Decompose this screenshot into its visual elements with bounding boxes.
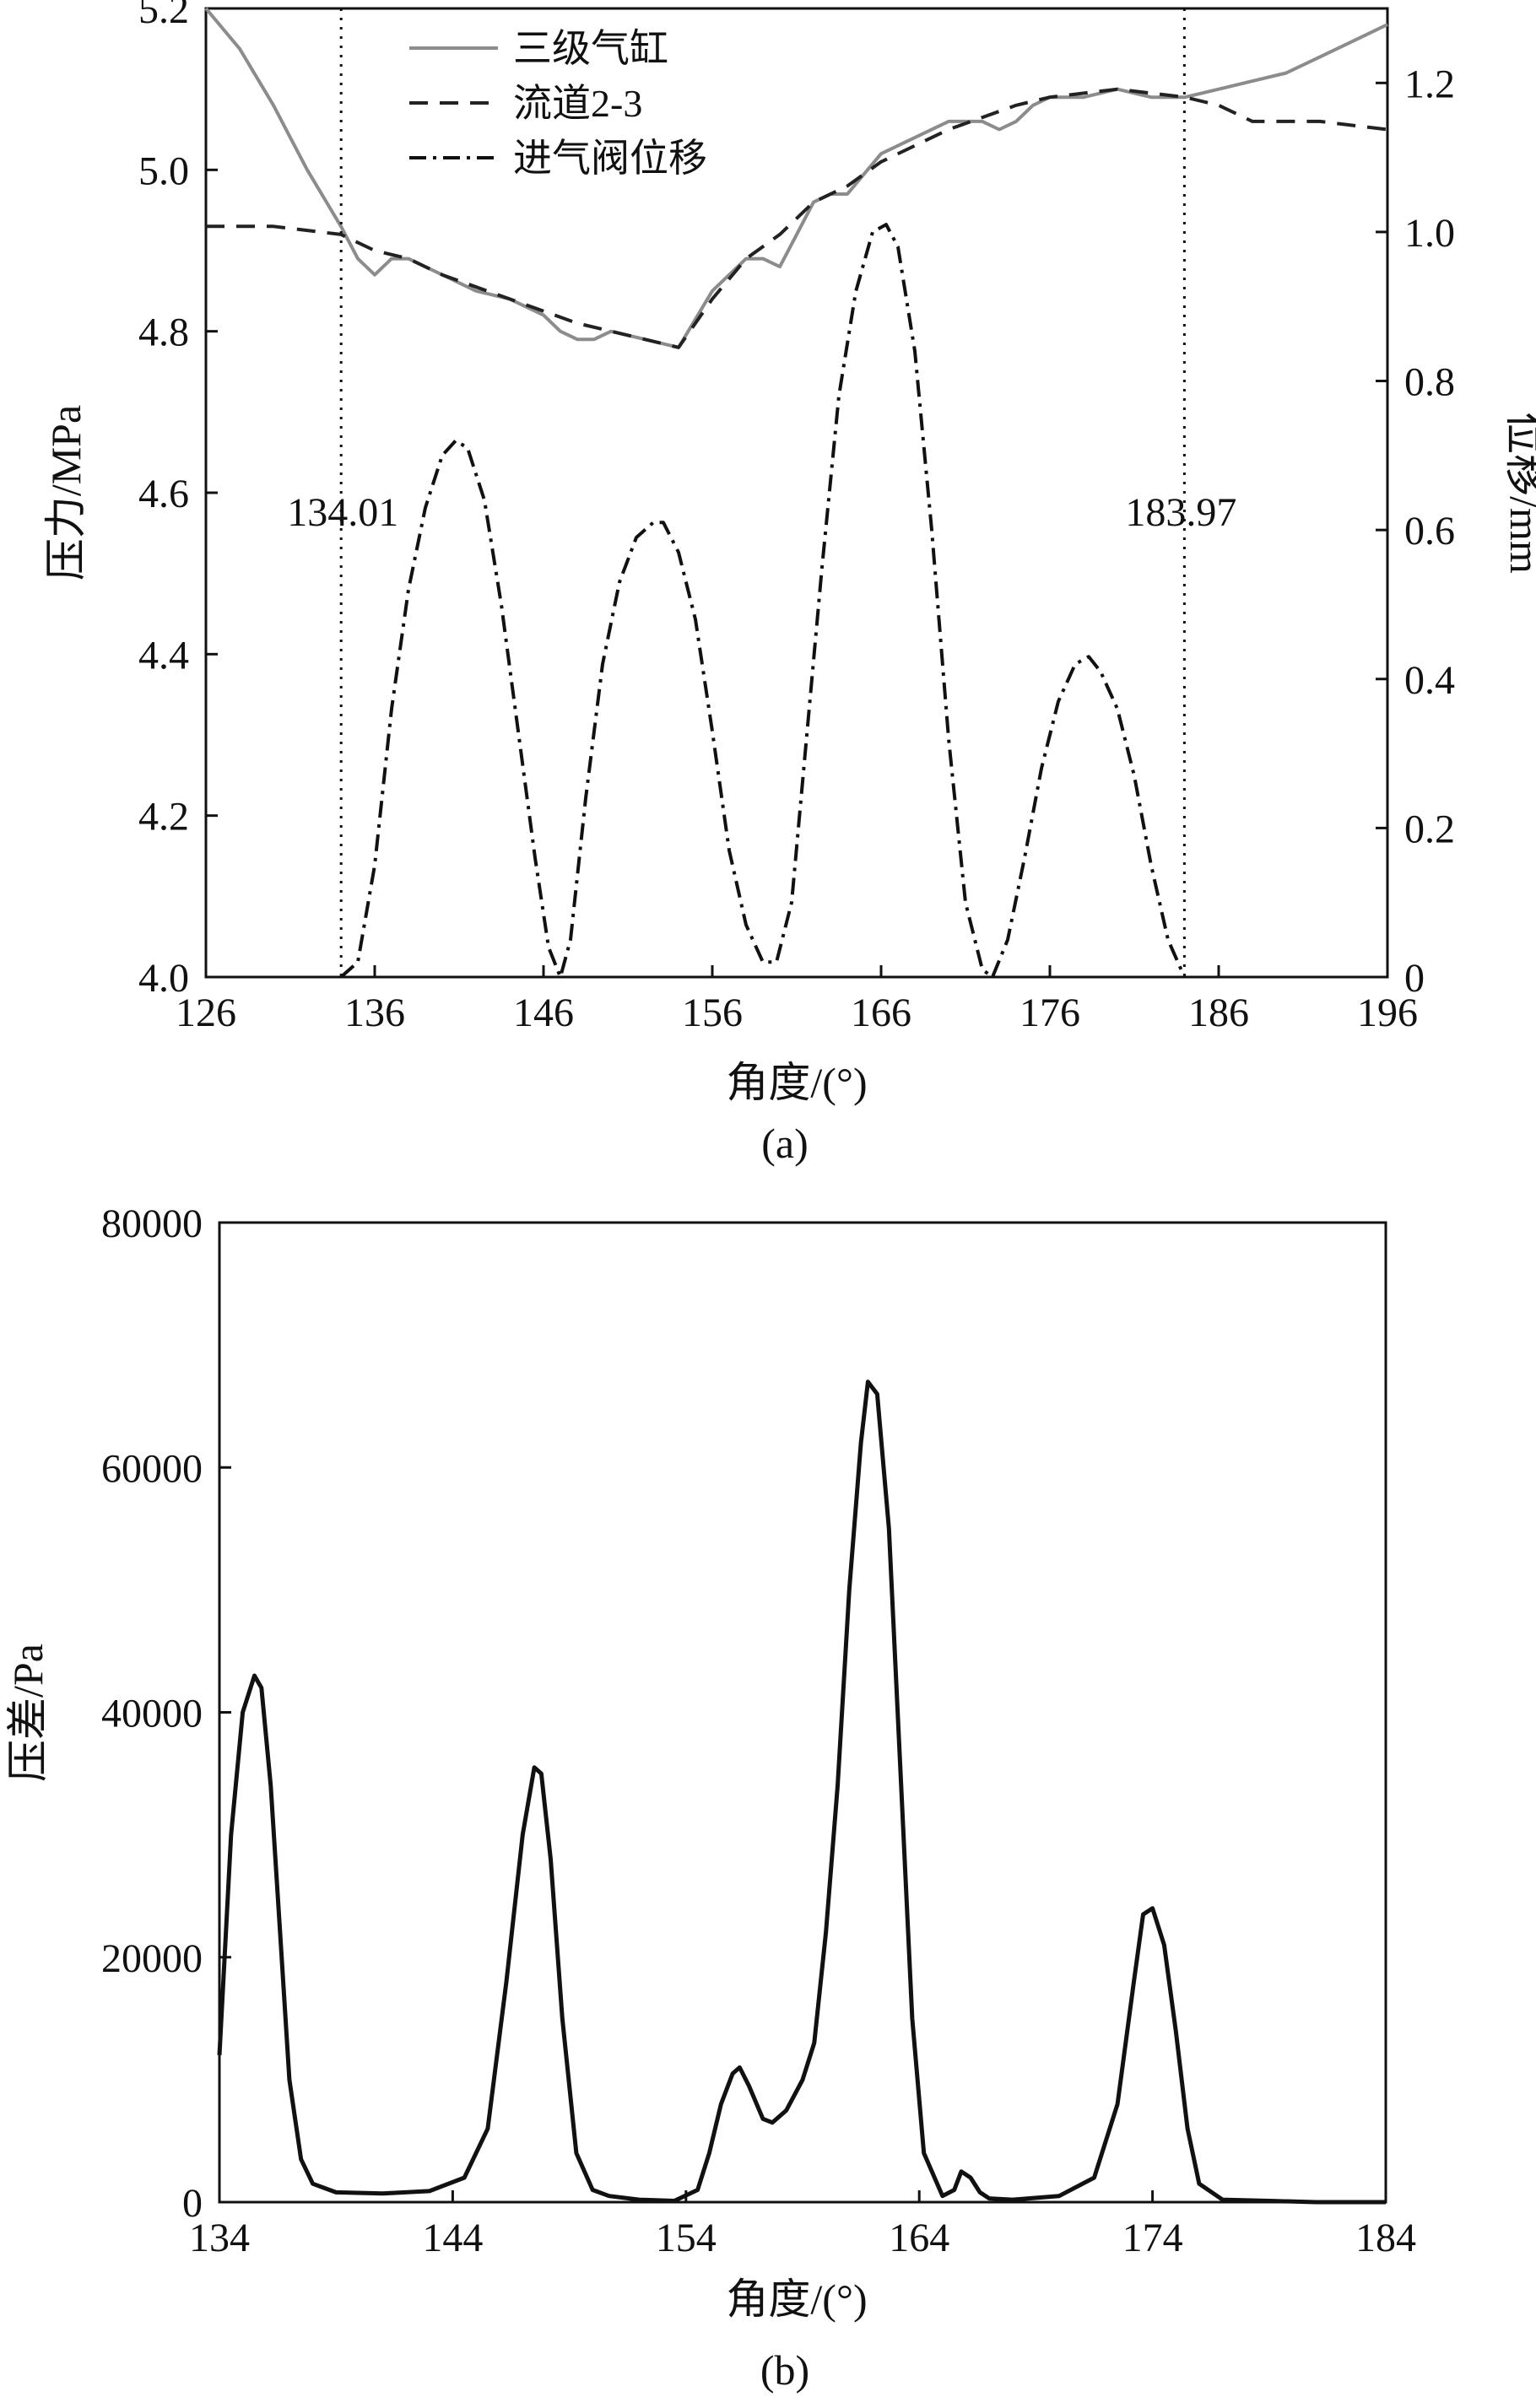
y-tick-label: 4.8 — [138, 310, 189, 355]
series-line-2 — [206, 87, 1388, 349]
y-tick-label: 5.2 — [138, 0, 189, 32]
x-tick-label: 166 — [851, 991, 911, 1035]
x-tick-label: 186 — [1188, 991, 1249, 1035]
y2-tick-label: 1.0 — [1404, 211, 1455, 256]
y-tick-label: 80000 — [101, 1201, 203, 1246]
x-tick-label: 144 — [422, 2216, 483, 2260]
x-tick-label: 156 — [682, 991, 743, 1035]
x-tick-label: 164 — [889, 2216, 949, 2260]
y2-tick-label: 0.4 — [1404, 658, 1455, 703]
chart-a-caption: (a) — [761, 1120, 809, 1167]
x-tick-label: 176 — [1019, 991, 1080, 1035]
chart-b-x-axis-label: 角度/(°) — [726, 2276, 867, 2323]
y-tick-label: 5.0 — [138, 148, 189, 193]
chart-a-series — [204, 7, 1388, 979]
legend-label-valve-displacement: 进气阀位移 — [513, 137, 707, 180]
x-tick-label: 134 — [189, 2216, 250, 2260]
y-tick-label: 4.2 — [138, 795, 189, 840]
y-tick-label: 20000 — [101, 1936, 203, 1981]
x-tick-label: 136 — [344, 991, 405, 1035]
x-tick-label: 126 — [176, 991, 236, 1035]
chart-a: 126 136 146 156 166 176 186 196 4.0 4.2 4.4 4.6 4.8 5… — [42, 0, 1536, 1167]
y-tick-label: 0 — [182, 2181, 203, 2226]
chart-b: 134 144 154 164 174 184020000400006000080000 … — [4, 1201, 1416, 2394]
chart-b-caption: (b) — [760, 2346, 809, 2394]
chart-b-y-axis-label: 压差/Pa — [4, 1644, 51, 1782]
chart-b-series — [217, 1379, 1386, 2205]
y-tick-label: 40000 — [101, 1692, 203, 1736]
series-line-1 — [204, 7, 1388, 349]
x-tick-label: 146 — [513, 991, 574, 1035]
y-tick-label: 4.0 — [138, 956, 189, 1001]
legend-label-three-stage-cylinder: 三级气缸 — [513, 27, 668, 70]
y-tick-label: 4.6 — [138, 472, 189, 516]
y-tick-label: 4.4 — [138, 633, 189, 678]
x-tick-label: 174 — [1122, 2216, 1183, 2260]
chart-a-reference-lines: 134.01 183.97 — [287, 8, 1236, 977]
y2-tick-label: 0 — [1404, 956, 1425, 1001]
y-tick-label: 60000 — [101, 1446, 203, 1491]
chart-a-ticks: 126 136 146 156 166 176 186 196 4.0 4.2 4.4 4.6 4.8 5… — [138, 0, 1455, 1035]
reference-line-label-1: 134.01 — [287, 490, 398, 535]
x-tick-label: 154 — [656, 2216, 717, 2260]
y2-tick-label: 0.6 — [1404, 509, 1455, 553]
y2-tick-label: 1.2 — [1404, 62, 1455, 106]
chart-a-y2-axis-label: 位移/mm — [1501, 412, 1536, 574]
x-tick-label: 184 — [1355, 2216, 1416, 2260]
chart-b-plot-frame — [218, 1221, 1387, 2204]
y2-tick-label: 0.2 — [1404, 807, 1455, 851]
series-line-3 — [339, 223, 1187, 979]
y2-tick-label: 0.8 — [1404, 360, 1455, 405]
chart-b-ticks: 134 144 154 164 174 184 0 20000 40000 60000 80000 — [101, 1201, 1416, 2260]
series-line-1 — [217, 1379, 1386, 2205]
chart-a-legend: 三级气缸 流道2-3 进气阀位移 — [409, 27, 707, 180]
reference-line-label-2: 183.97 — [1125, 490, 1236, 535]
chart-a-y-axis-label: 压力/MPa — [42, 405, 89, 580]
chart-a-x-axis-label: 角度/(°) — [726, 1059, 867, 1106]
legend-label-channel-2-3: 流道2-3 — [513, 82, 642, 125]
x-tick-label: 196 — [1357, 991, 1418, 1035]
